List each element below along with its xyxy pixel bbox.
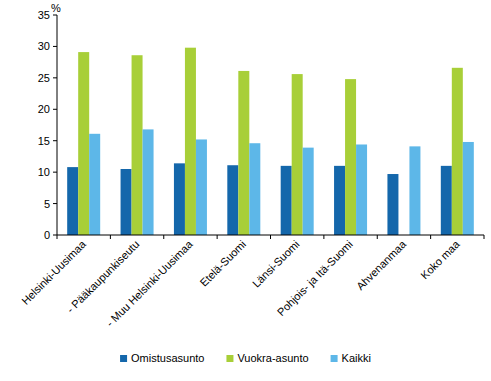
y-tick [53, 109, 57, 110]
bars [67, 48, 474, 235]
y-tick [53, 235, 57, 236]
bar [452, 68, 463, 235]
bar [356, 144, 367, 235]
y-tick-label: 0 [44, 229, 50, 241]
x-tick-label: Pohjois- ja Itä-Suomi [275, 238, 355, 318]
x-tick [270, 235, 271, 239]
x-tick-label: Ahvenanmaa [354, 237, 409, 292]
bar [67, 167, 78, 235]
bar [196, 139, 207, 235]
y-axis-label: % [51, 2, 61, 14]
y-tick-label: 20 [38, 103, 50, 115]
x-tick [163, 235, 164, 239]
bar [334, 166, 345, 235]
bar [387, 174, 398, 235]
legend: Omistusasunto Vuokra-asunto Kaikki [120, 352, 371, 364]
bar [174, 163, 185, 235]
x-tick [323, 235, 324, 239]
legend-label: Kaikki [342, 352, 371, 364]
bar [89, 134, 100, 235]
y-tick-label: 5 [44, 198, 50, 210]
legend-swatch [226, 355, 233, 362]
x-tick [484, 235, 485, 239]
bar [303, 148, 314, 235]
legend-label: Vuokra-asunto [237, 352, 308, 364]
y-axis [57, 15, 58, 235]
legend-swatch [331, 355, 338, 362]
legend-label: Omistusasunto [131, 352, 204, 364]
y-tick [53, 140, 57, 141]
x-tick [110, 235, 111, 239]
x-tick-label: Koko maa [418, 237, 462, 281]
y-tick [53, 77, 57, 78]
bar [441, 166, 452, 235]
bar [121, 169, 132, 235]
bar [132, 55, 143, 235]
y-tick-label: 25 [38, 72, 50, 84]
bar [281, 166, 292, 235]
bar [227, 165, 238, 235]
y-tick [53, 203, 57, 204]
bar [185, 48, 196, 235]
x-tick [377, 235, 378, 239]
y-tick-label: 10 [38, 166, 50, 178]
x-tick-label: - Muu Helsinki-Uusimaa [104, 237, 196, 329]
y-tick [53, 15, 57, 16]
x-tick-label: Etelä-Suomi [197, 238, 248, 289]
y-tick [53, 46, 57, 47]
bar [249, 143, 260, 235]
y-tick-label: 15 [38, 135, 50, 147]
x-tick [430, 235, 431, 239]
y-tick-label: 30 [38, 40, 50, 52]
bar [463, 142, 474, 235]
legend-swatch [120, 355, 127, 362]
chart: %05101520253035Helsinki-Uusimaa- Pääkaup… [0, 0, 491, 381]
x-tick [217, 235, 218, 239]
bar [409, 146, 420, 235]
bar [238, 71, 249, 235]
bar [292, 74, 303, 235]
bar [345, 79, 356, 235]
y-tick-label: 35 [38, 9, 50, 21]
bar [78, 52, 89, 235]
bar [143, 129, 154, 235]
x-tick [57, 235, 58, 239]
x-tick-label: Länsi-Suomi [250, 238, 302, 290]
y-tick [53, 172, 57, 173]
